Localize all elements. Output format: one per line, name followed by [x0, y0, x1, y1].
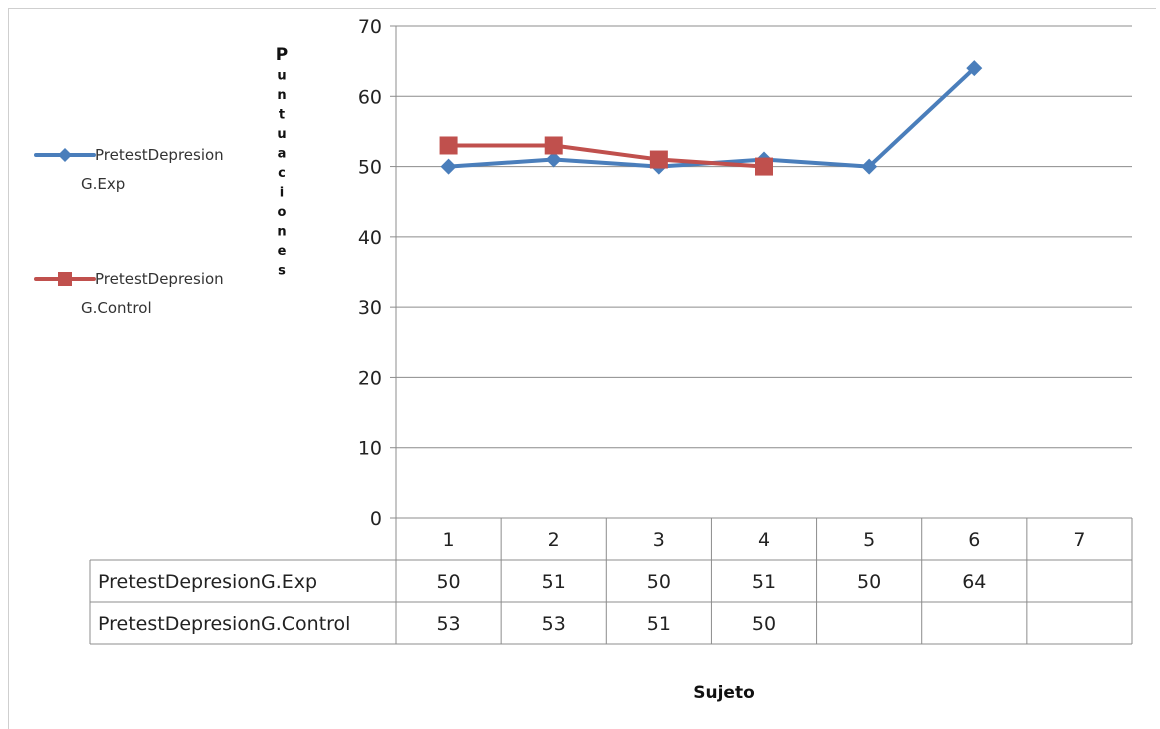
y-tick-label: 30: [358, 297, 382, 319]
y-tick-label: 40: [358, 227, 382, 249]
x-axis-label: Sujeto: [693, 683, 755, 703]
table-data-value: 53: [436, 613, 460, 635]
data-point: [966, 60, 983, 77]
y-axis-label-char: e: [278, 244, 287, 259]
x-category-label: 1: [443, 529, 455, 551]
series-line: [446, 66, 977, 169]
data-point: [755, 157, 773, 176]
y-axis-label-char: o: [278, 205, 287, 220]
data-point: [861, 158, 878, 175]
y-axis-label-char: u: [277, 127, 286, 142]
legend-marker: [58, 148, 72, 162]
chart-frame: [8, 8, 1156, 729]
table-data-value: 50: [647, 571, 671, 593]
legend-label: PretestDepresion: [95, 146, 224, 164]
data-point: [544, 136, 563, 155]
y-tick-label: 70: [358, 16, 382, 38]
y-axis-label-char: i: [280, 186, 284, 201]
x-category-label: 3: [653, 529, 665, 551]
y-tick-label: 60: [358, 86, 382, 108]
data-point: [545, 151, 562, 168]
table-data-value: 50: [857, 571, 881, 593]
legend-label: PretestDepresion: [95, 270, 224, 288]
data-point: [440, 158, 457, 175]
y-axis-label-char: t: [279, 108, 285, 123]
table-data-value: 51: [647, 613, 671, 635]
table-data-value: 50: [752, 613, 776, 635]
table-data-value: 51: [752, 571, 776, 593]
y-axis-label-char: P: [276, 45, 288, 65]
data-point: [649, 150, 668, 169]
legend-marker: [58, 272, 72, 286]
y-tick-label: 20: [358, 367, 382, 389]
y-tick-label: 50: [358, 157, 382, 179]
x-category-label: 5: [863, 529, 875, 551]
x-category-label: 4: [758, 529, 770, 551]
y-axis-label-char: s: [278, 264, 286, 279]
table-data-value: 51: [542, 571, 566, 593]
legend-label: G.Control: [81, 299, 152, 317]
y-axis-label-char: u: [277, 69, 286, 84]
y-axis-label-char: n: [277, 88, 286, 103]
series-line: [446, 143, 766, 169]
y-axis-label-char: a: [278, 147, 287, 162]
table-data-value: 50: [436, 571, 460, 593]
data-point: [439, 136, 458, 155]
y-tick-label: 10: [358, 438, 382, 460]
y-axis-label-char: n: [277, 225, 286, 240]
legend-label: G.Exp: [81, 175, 125, 193]
x-category-label: 6: [968, 529, 980, 551]
table-data-value: 53: [542, 613, 566, 635]
x-category-label: 7: [1073, 529, 1085, 551]
table-series-label: PretestDepresionG.Exp: [98, 571, 317, 593]
table-data-value: 64: [962, 571, 986, 593]
y-axis-label-char: c: [278, 166, 286, 181]
x-category-label: 2: [548, 529, 560, 551]
table-series-label: PretestDepresionG.Control: [98, 613, 350, 635]
y-tick-label: 0: [370, 508, 382, 530]
